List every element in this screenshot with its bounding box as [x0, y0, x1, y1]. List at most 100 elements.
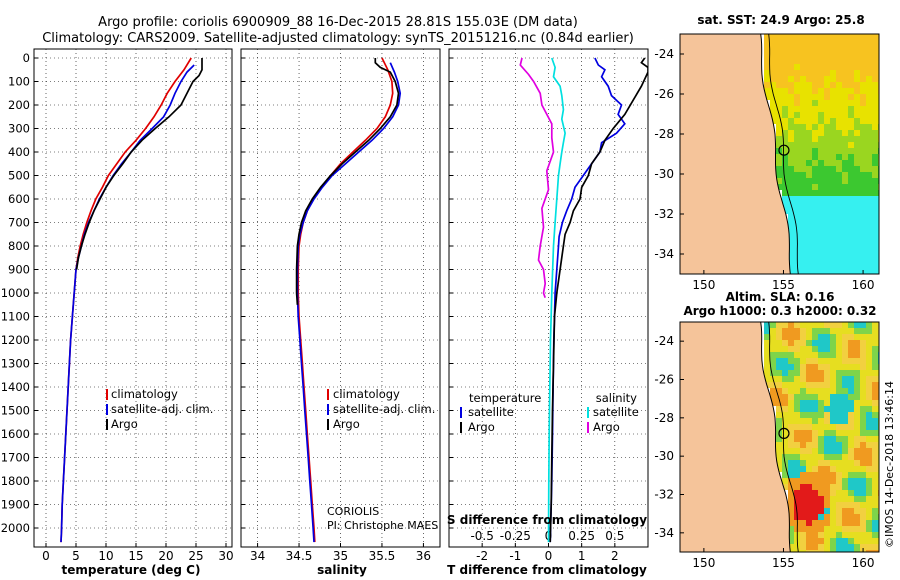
map-cell [848, 184, 854, 190]
map-cell [812, 202, 818, 208]
map-cell [866, 442, 872, 448]
map-cell [830, 340, 836, 346]
map-cell [788, 448, 794, 454]
series-s-satellite [547, 57, 566, 543]
map-cell [788, 256, 794, 262]
map-cell [770, 328, 776, 334]
map-cell [794, 88, 800, 94]
map-cell [788, 208, 794, 214]
map-cell [848, 172, 854, 178]
map-cell [800, 406, 806, 412]
map-cell [788, 514, 794, 520]
map-cell [872, 346, 878, 352]
map-cell [830, 250, 836, 256]
map-cell [866, 484, 872, 490]
map-cell [824, 406, 830, 412]
header-line2: Climatology: CARS2009. Satellite-adjuste… [42, 31, 634, 46]
map-cell [836, 268, 842, 274]
map-cell [794, 94, 800, 100]
map-cell [866, 430, 872, 436]
map-cell [788, 502, 794, 508]
map-cell [824, 88, 830, 94]
map-cell [866, 34, 872, 40]
map-cell [836, 250, 842, 256]
map-cell [836, 76, 842, 82]
isobath-line [768, 322, 799, 552]
difference-xlabel-top: S difference from climatology [447, 513, 647, 527]
map-cell [800, 334, 806, 340]
map-cell [806, 118, 812, 124]
map-cell [830, 550, 836, 552]
map-cell [872, 184, 878, 190]
map-cell [848, 532, 854, 538]
map-cell [788, 136, 794, 142]
map-cell [800, 520, 806, 526]
map-cell [800, 382, 806, 388]
map-cell [818, 58, 824, 64]
map-cell [800, 388, 806, 394]
map-cell [800, 394, 806, 400]
map-cell [842, 82, 848, 88]
map-cell [860, 250, 866, 256]
map-cell [830, 358, 836, 364]
map-cell [860, 532, 866, 538]
map-cell [806, 226, 812, 232]
map-cell [872, 160, 878, 166]
map-cell [794, 178, 800, 184]
map-cell [788, 82, 794, 88]
map-cell [872, 472, 878, 478]
map-cell [824, 64, 830, 70]
map-cell [824, 478, 830, 484]
map-cell [788, 328, 794, 334]
map-cell [794, 46, 800, 52]
map-cell [776, 100, 782, 106]
temperature-xtick: 30 [218, 549, 233, 563]
map-cell [806, 136, 812, 142]
map-cell [782, 346, 788, 352]
map-cell [854, 490, 860, 496]
map-cell [806, 448, 812, 454]
land-mass [680, 322, 791, 552]
map-cell [812, 232, 818, 238]
map-cell [836, 166, 842, 172]
map-cell [800, 76, 806, 82]
map-cell [818, 220, 824, 226]
map-cell [764, 346, 770, 352]
map-cell [872, 154, 878, 160]
map-cell [824, 388, 830, 394]
map-cell [866, 364, 872, 370]
map-ytick: -30 [654, 167, 674, 181]
map-cell [788, 52, 794, 58]
map-cell [836, 406, 842, 412]
map-cell [800, 262, 806, 268]
series-climatology [60, 57, 192, 543]
map-cell [854, 466, 860, 472]
map-cell [812, 226, 818, 232]
map-cell [782, 70, 788, 76]
map-cell [872, 34, 878, 40]
map-cell [860, 490, 866, 496]
map-cell [782, 82, 788, 88]
map-cell [788, 142, 794, 148]
map-cell [830, 262, 836, 268]
map-cell [848, 112, 854, 118]
tdiff-xtick: -2 [476, 549, 488, 563]
map-cell [782, 202, 788, 208]
map-cell [794, 382, 800, 388]
map-cell [812, 76, 818, 82]
map-cell [806, 382, 812, 388]
map-cell [830, 514, 836, 520]
map-cell [818, 262, 824, 268]
map-cell [872, 46, 878, 52]
map-cell [788, 436, 794, 442]
map-cell [824, 268, 830, 274]
map-cell [818, 496, 824, 502]
map-cell [824, 94, 830, 100]
map-cell [812, 352, 818, 358]
map-cell [794, 166, 800, 172]
map-cell [854, 256, 860, 262]
map-cell [866, 322, 872, 328]
map-cell [866, 334, 872, 340]
map-cell [824, 34, 830, 40]
map-cell [872, 82, 878, 88]
